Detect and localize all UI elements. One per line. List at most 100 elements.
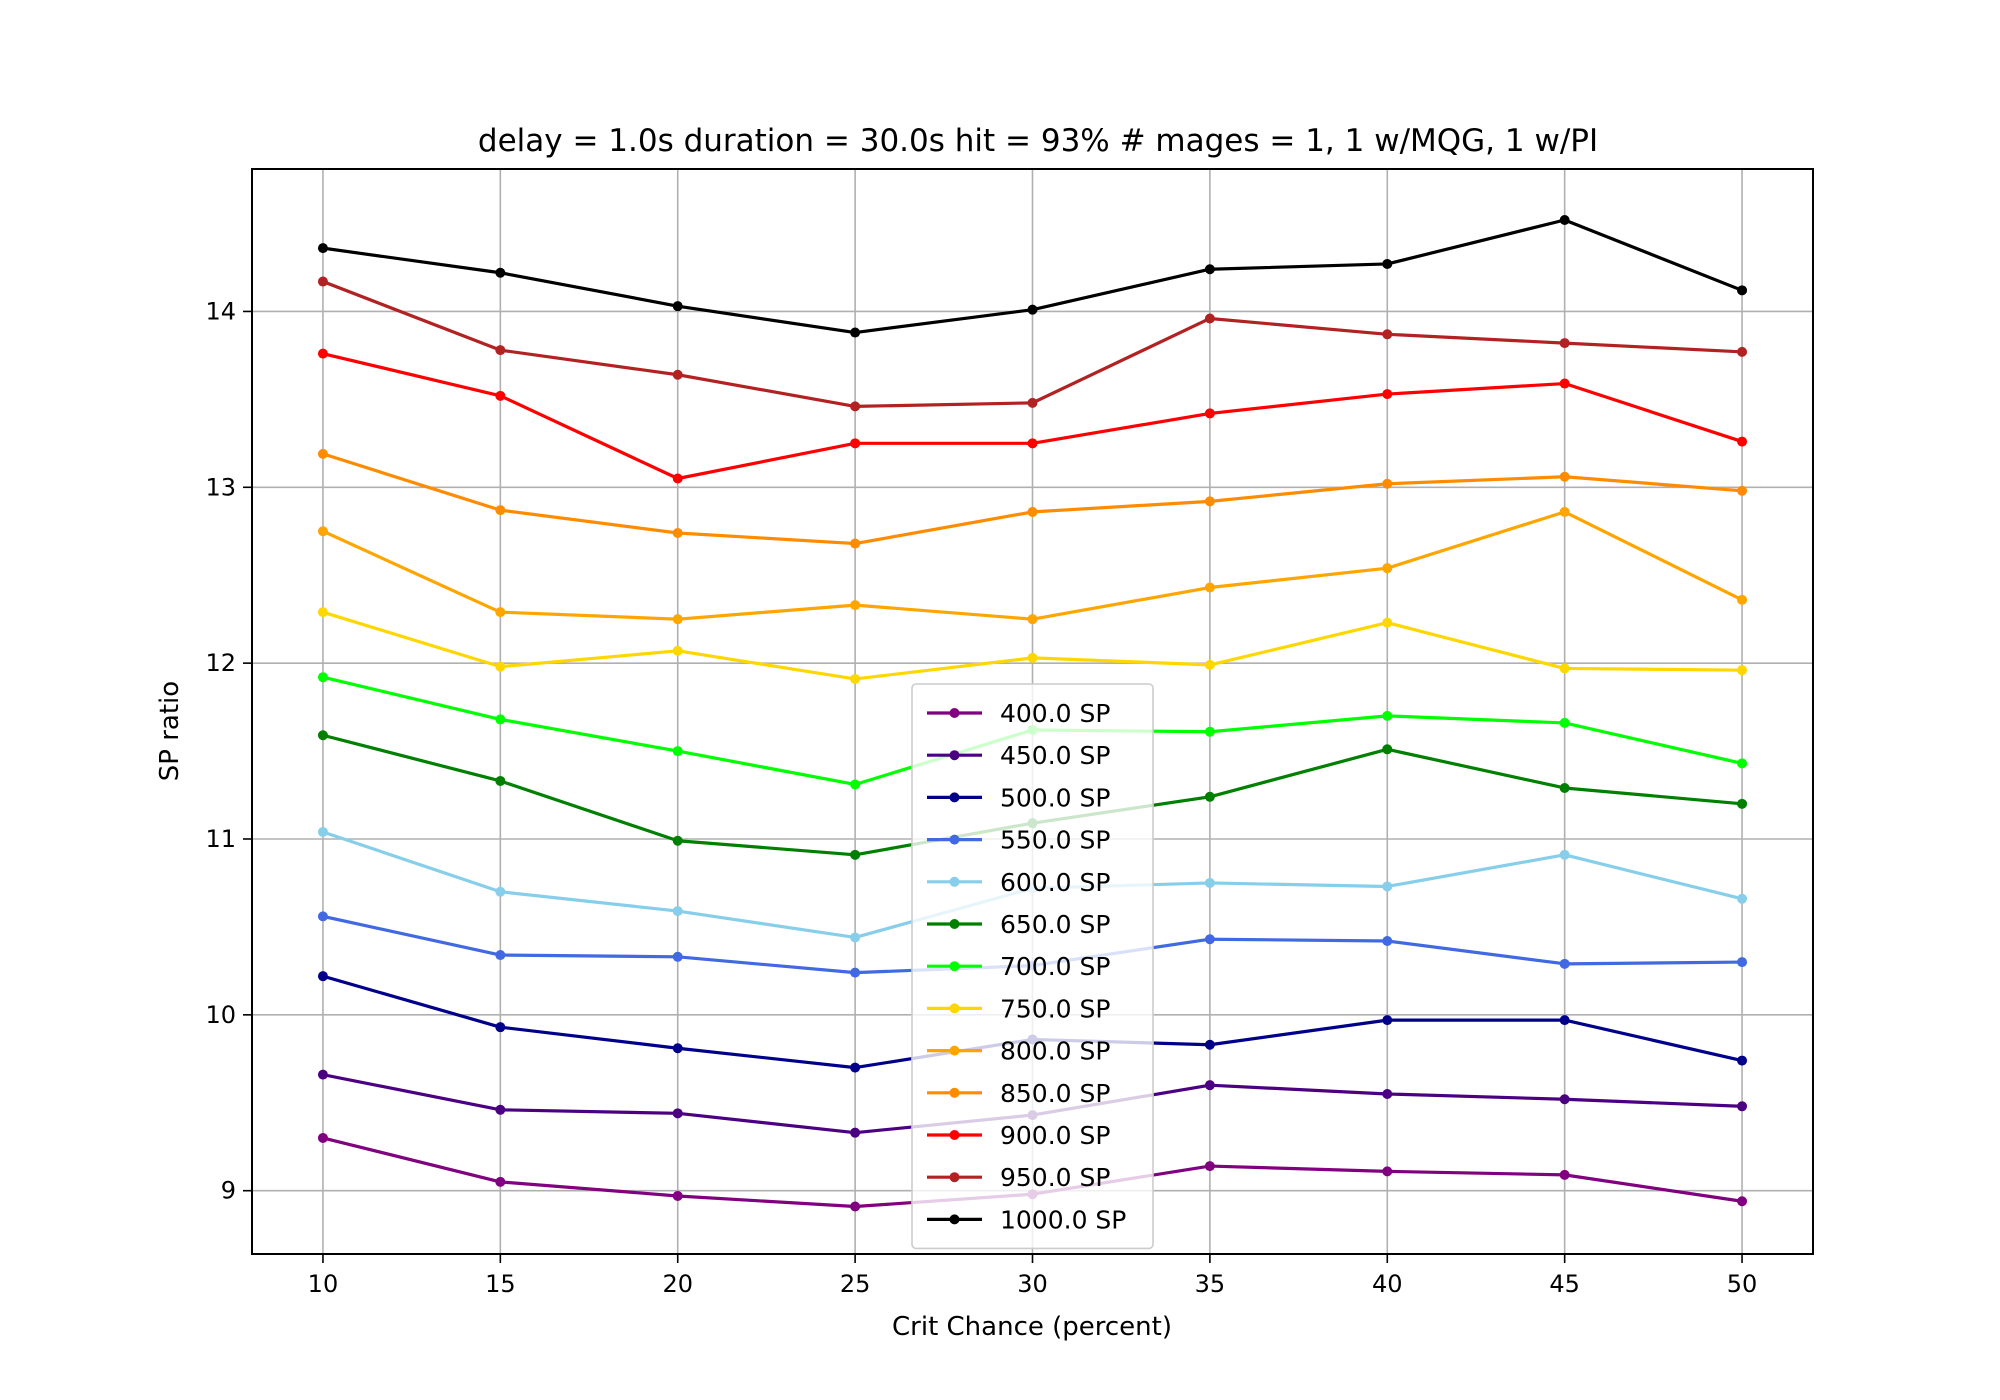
legend-item: 550.0 SP <box>927 826 1110 855</box>
legend-label: 450.0 SP <box>1000 741 1110 770</box>
data-point <box>1737 436 1748 447</box>
series-950-0-sp <box>317 276 1748 412</box>
data-point <box>317 911 328 922</box>
legend-box <box>911 683 1154 1250</box>
x-tick-label: 30 <box>1017 1270 1048 1298</box>
x-tick-label: 40 <box>1372 1270 1403 1298</box>
legend-marker <box>949 708 960 718</box>
data-point <box>1204 934 1215 945</box>
data-point <box>1204 791 1215 802</box>
data-point <box>495 950 506 961</box>
data-point <box>317 348 328 359</box>
legend-label: 550.0 SP <box>1000 826 1110 855</box>
data-point <box>317 243 328 254</box>
data-point <box>672 528 683 539</box>
data-point <box>495 267 506 278</box>
legend-item: 450.0 SP <box>927 741 1110 770</box>
series-850-0-sp <box>317 448 1748 549</box>
data-point <box>672 906 683 917</box>
data-point <box>1204 659 1215 670</box>
data-point <box>495 505 506 516</box>
legend-marker <box>949 750 960 761</box>
legend-item: 600.0 SP <box>927 868 1110 897</box>
legend-item: 500.0 SP <box>927 783 1110 812</box>
data-point <box>1382 710 1393 721</box>
data-point <box>1204 496 1215 507</box>
data-point <box>317 276 328 287</box>
legend-label: 1000.0 SP <box>1000 1205 1126 1234</box>
legend-marker <box>949 919 960 929</box>
data-point <box>1559 717 1570 728</box>
x-tick-label: 25 <box>840 1270 871 1298</box>
data-point <box>850 849 861 860</box>
data-point <box>1559 663 1570 674</box>
data-point <box>1737 1055 1748 1066</box>
legend-label: 900.0 SP <box>1000 1121 1110 1150</box>
legend-item: 750.0 SP <box>927 994 1110 1023</box>
data-point <box>1027 397 1038 408</box>
data-point <box>672 301 683 312</box>
data-point <box>672 1108 683 1119</box>
data-point <box>672 746 683 757</box>
data-point <box>1382 1166 1393 1177</box>
data-point <box>1559 958 1570 969</box>
data-point <box>672 1190 683 1201</box>
legend-label: 700.0 SP <box>1000 952 1110 981</box>
data-point <box>1559 1169 1570 1180</box>
data-point <box>1737 1196 1748 1207</box>
legend-label: 800.0 SP <box>1000 1037 1110 1066</box>
data-point <box>495 661 506 672</box>
data-point <box>1382 617 1393 628</box>
axis-ticks: 10 15 20 25 30 35 40 45 50 9 10 11 12 13 14 <box>205 297 1757 1298</box>
data-point <box>672 645 683 656</box>
data-point <box>1382 258 1393 269</box>
x-tick-label: 15 <box>485 1270 516 1298</box>
series-750-0-sp <box>317 607 1748 684</box>
legend-marker <box>949 1172 960 1183</box>
legend-item: 1000.0 SP <box>927 1205 1126 1234</box>
data-point <box>1382 329 1393 340</box>
data-point <box>495 1176 506 1187</box>
y-tick-label: 11 <box>205 825 236 853</box>
x-tick-label: 10 <box>308 1270 339 1298</box>
data-point <box>1027 614 1038 625</box>
data-point <box>495 886 506 897</box>
y-tick-label: 13 <box>205 473 236 501</box>
series-1000-0-sp <box>317 214 1748 338</box>
legend-item: 950.0 SP <box>927 1163 1110 1192</box>
data-point <box>495 607 506 618</box>
data-point <box>495 714 506 725</box>
data-point <box>317 826 328 837</box>
data-point <box>672 1043 683 1054</box>
y-tick-label: 12 <box>205 649 236 677</box>
data-point <box>1027 506 1038 517</box>
legend-marker <box>949 961 960 972</box>
legend-label: 600.0 SP <box>1000 868 1110 897</box>
data-point <box>1559 471 1570 482</box>
legend-label: 650.0 SP <box>1000 910 1110 939</box>
data-point <box>850 538 861 549</box>
data-point <box>1737 957 1748 968</box>
data-point <box>850 1201 861 1212</box>
x-tick-label: 20 <box>662 1270 693 1298</box>
data-point <box>1559 378 1570 389</box>
data-point <box>1204 582 1215 593</box>
data-point <box>1737 485 1748 496</box>
data-point <box>1737 758 1748 769</box>
legend-marker <box>949 1087 960 1098</box>
data-point <box>317 730 328 741</box>
data-point <box>1559 214 1570 225</box>
data-point <box>1204 264 1215 275</box>
data-point <box>1559 506 1570 517</box>
data-point <box>1204 1080 1215 1091</box>
legend-label: 950.0 SP <box>1000 1163 1110 1192</box>
data-point <box>1204 1039 1215 1050</box>
data-point <box>1737 798 1748 809</box>
legend-item: 650.0 SP <box>927 910 1110 939</box>
data-point <box>1027 304 1038 315</box>
legend-item: 800.0 SP <box>927 1037 1110 1066</box>
data-point <box>1204 313 1215 324</box>
data-point <box>1559 782 1570 793</box>
data-point <box>495 1104 506 1115</box>
